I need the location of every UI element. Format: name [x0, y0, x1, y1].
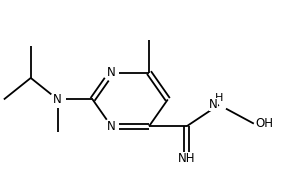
Text: NH: NH — [178, 152, 195, 165]
Text: N: N — [107, 120, 116, 133]
Text: N: N — [209, 98, 218, 111]
Text: H: H — [215, 93, 223, 104]
Text: N: N — [53, 93, 62, 106]
Text: OH: OH — [255, 117, 273, 130]
Text: N: N — [107, 66, 116, 79]
